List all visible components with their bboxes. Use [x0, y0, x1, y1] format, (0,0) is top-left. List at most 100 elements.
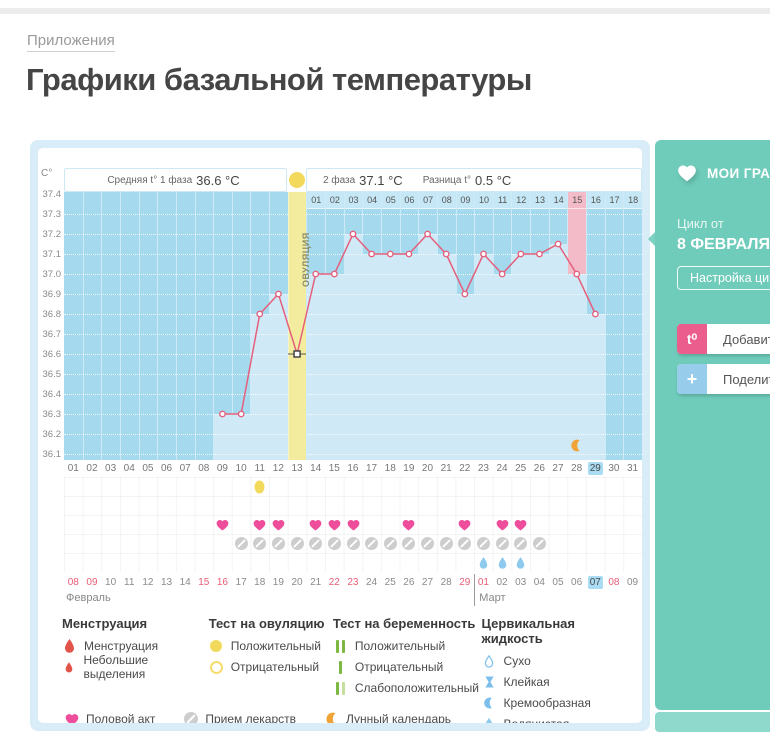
gridline	[64, 234, 642, 235]
chart-day-column[interactable]: 08	[436, 192, 456, 460]
intercourse-heart-icon[interactable]	[514, 519, 527, 531]
medication-pill-icon[interactable]	[477, 537, 491, 550]
medication-pill-icon[interactable]	[365, 537, 379, 550]
creamy-crescent-icon	[482, 697, 497, 709]
medication-pill-icon[interactable]	[234, 537, 248, 550]
medication-pill-icon[interactable]	[532, 537, 546, 550]
medication-pill-icon[interactable]	[309, 537, 323, 550]
cycle-day-label: 13	[291, 463, 303, 474]
intercourse-heart-icon[interactable]	[253, 519, 266, 531]
date-label: 21	[310, 576, 322, 588]
y-axis-label: 36.1	[42, 449, 62, 460]
legend-item: Менструация	[62, 639, 209, 653]
chart-day-column[interactable]: 05	[380, 192, 400, 460]
chart-day-column[interactable]	[119, 192, 139, 460]
chart-day-column[interactable]: 15	[567, 192, 587, 460]
legend-item-label: Прием лекарств	[205, 712, 297, 723]
chart-day-column[interactable]: 10	[474, 192, 493, 460]
medication-pill-icon[interactable]	[271, 537, 285, 550]
chart-day-column[interactable]	[175, 192, 195, 460]
date-label: 07	[586, 575, 605, 589]
date-label: 13	[160, 576, 173, 588]
intercourse-heart-icon[interactable]	[272, 519, 285, 531]
chart-day-column[interactable]	[213, 192, 232, 460]
chart-day-column[interactable]: 04	[362, 192, 381, 460]
sidebar-title: МОИ ГРАФИКИ	[677, 164, 770, 182]
medication-pill-icon[interactable]	[327, 537, 341, 550]
intercourse-heart-icon[interactable]	[328, 519, 341, 531]
chart-day-column[interactable]: 16	[586, 192, 605, 460]
medication-pill-icon[interactable]	[402, 537, 416, 550]
legend-ovulation-test-title: Тест на овуляцию	[208, 616, 325, 631]
chart-day-column[interactable]: 07	[418, 192, 437, 460]
phase2-day-number: 08	[437, 192, 456, 209]
gridline	[64, 414, 642, 415]
month-label-february: Февраль	[66, 592, 111, 604]
medication-pill-icon[interactable]	[290, 537, 304, 550]
legend-item-label: Лунный календарь	[346, 712, 452, 723]
chart-day-column[interactable]	[194, 192, 214, 460]
chart-day-column[interactable]	[269, 192, 288, 460]
chart-day-column[interactable]	[138, 192, 158, 460]
legend-item: Отрицательный	[209, 660, 333, 674]
breadcrumb-link[interactable]: Приложения	[27, 32, 115, 52]
chart-day-column[interactable]	[64, 192, 83, 460]
chart-day-column[interactable]	[250, 192, 270, 460]
chart-day-column[interactable]: 14	[548, 192, 568, 460]
cycle-settings-button[interactable]: Настройка цикла	[677, 266, 770, 290]
medication-pill-icon[interactable]	[458, 537, 472, 550]
cycle-day-label: 02	[86, 463, 98, 474]
chart-day-column[interactable]	[101, 192, 120, 460]
chart-day-column[interactable]: 03	[343, 192, 363, 460]
medication-pill-icon[interactable]	[421, 537, 435, 550]
phase1-average-header: Средняя t° 1 фаза 36.6 °C	[64, 168, 287, 192]
medication-pill-icon[interactable]	[439, 537, 453, 550]
date-label: 12	[142, 576, 154, 588]
chart-day-column[interactable]: 18	[623, 192, 642, 460]
chart-day-column[interactable]	[157, 192, 176, 460]
intercourse-heart-icon[interactable]	[216, 519, 229, 531]
medication-pill-icon[interactable]	[383, 537, 397, 550]
temperature-bar	[419, 234, 437, 460]
cervical-fluid-drop-icon[interactable]	[479, 556, 488, 569]
unit-label: C°	[41, 168, 53, 179]
cycle-day-axis: 01 02 03 04 05 06 07 08 09 10 11 12 13 14 15 16 17 18 19 20…	[64, 460, 642, 477]
chart-header-row: Средняя t° 1 фаза 36.6 °C 2 фаза 37.1 °C…	[64, 168, 642, 192]
moon-icon	[570, 439, 583, 457]
chart-day-column[interactable]: 13	[530, 192, 549, 460]
medication-pill-icon[interactable]	[495, 537, 509, 550]
pregnancy-positive-icon	[333, 639, 348, 653]
cervical-fluid-drop-icon[interactable]	[498, 556, 507, 569]
add-temperature-button[interactable]: t⁰ Добавить	[677, 324, 770, 354]
gridline	[64, 454, 642, 455]
chart-day-column[interactable]	[82, 192, 102, 460]
legend-item-label: Слабоположительный	[354, 681, 479, 695]
chart-day-column[interactable]: 11	[492, 192, 512, 460]
chart-day-column[interactable]: 17	[604, 192, 624, 460]
chart-day-column[interactable]: 06	[399, 192, 419, 460]
date-label: 26	[403, 576, 415, 588]
chart-day-column[interactable]: 02	[325, 192, 344, 460]
intercourse-heart-icon[interactable]	[347, 519, 360, 531]
gridline	[64, 254, 642, 255]
chart-day-column[interactable]	[231, 192, 251, 460]
intercourse-heart-icon[interactable]	[496, 519, 509, 531]
medication-pill-icon[interactable]	[253, 537, 267, 550]
moon-icon	[324, 712, 339, 723]
intercourse-heart-icon[interactable]	[458, 519, 471, 531]
ovulation-column-label: ОВУЛЯЦИЯ	[301, 232, 312, 287]
legend-bottom-row: Половой акт Прием лекарств Лунный календ…	[64, 712, 451, 723]
medication-pill-icon[interactable]	[346, 537, 360, 550]
medication-pill-icon[interactable]	[514, 537, 528, 550]
chart-day-column[interactable]: 09	[455, 192, 475, 460]
share-button[interactable]: + Поделиться	[677, 364, 770, 394]
intercourse-heart-icon[interactable]	[309, 519, 322, 531]
date-label: 22	[328, 576, 340, 588]
chart-day-column[interactable]: 12	[511, 192, 531, 460]
y-axis-label: 36.3	[42, 409, 62, 420]
intercourse-heart-icon[interactable]	[402, 519, 415, 531]
cervical-fluid-drop-icon[interactable]	[516, 556, 525, 569]
gridline	[64, 374, 642, 375]
ovulation-test-positive-icon[interactable]	[254, 480, 265, 494]
phase2-day-number: 10	[475, 192, 493, 209]
